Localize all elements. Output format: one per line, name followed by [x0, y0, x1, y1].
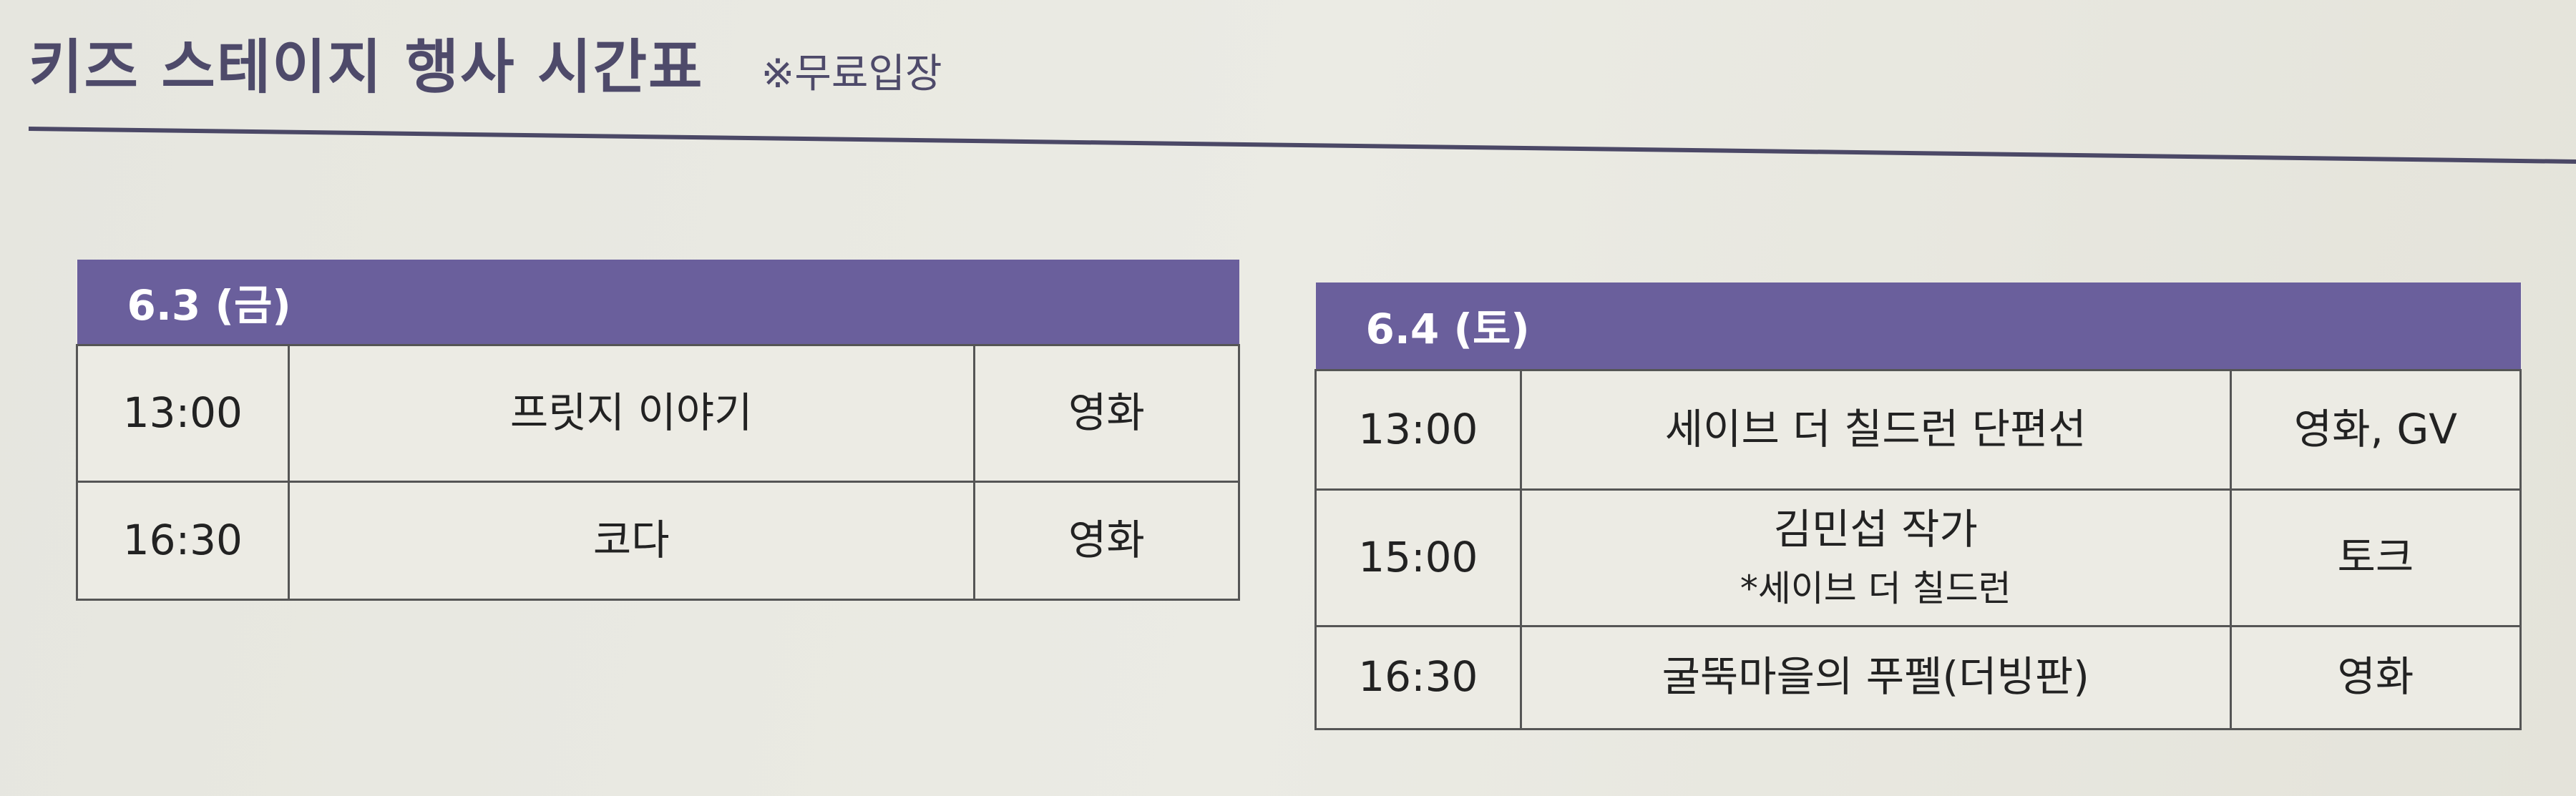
- time-cell: 13:00: [76, 343, 290, 483]
- table-row: 16:30 굴뚝마을의 푸펠(더빙판) 영화: [1314, 624, 2522, 730]
- program-cell: 김민섭 작가 *세이브 더 칠드런: [1519, 488, 2232, 627]
- program-note: *세이브 더 칠드런: [1740, 568, 2011, 610]
- page-title: 키즈 스테이지 행사 시간표: [29, 34, 704, 102]
- type-cell: 영화, GV: [2229, 368, 2522, 491]
- date-header: 6.4 (토): [1315, 282, 2521, 370]
- type-cell: 영화: [2229, 624, 2522, 730]
- type-cell: 토크: [2229, 488, 2522, 627]
- program-title: 김민섭 작가: [1773, 504, 1978, 554]
- type-cell: 영화: [972, 343, 1241, 483]
- time-cell: 15:00: [1314, 488, 1522, 627]
- table-row: 16:30 코다 영화: [76, 480, 1241, 601]
- date-header: 6.3 (금): [77, 260, 1239, 345]
- program-cell: 굴뚝마을의 푸펠(더빙판): [1519, 624, 2232, 730]
- program-cell: 코다: [287, 480, 975, 601]
- program-cell: 프릿지 이야기: [287, 343, 975, 483]
- time-cell: 16:30: [76, 480, 290, 601]
- table-row: 15:00 김민섭 작가 *세이브 더 칠드런 토크: [1314, 488, 2522, 627]
- time-cell: 13:00: [1314, 368, 1522, 491]
- title-row: 키즈 스테이지 행사 시간표 ※무료입장: [29, 34, 942, 102]
- schedule-table-day1: 6.3 (금) 13:00 프릿지 이야기 영화 16:30 코다 영화: [76, 260, 1241, 601]
- program-cell: 세이브 더 칠드런 단편선: [1519, 368, 2232, 491]
- type-cell: 영화: [972, 480, 1241, 601]
- table-row: 13:00 세이브 더 칠드런 단편선 영화, GV: [1314, 368, 2522, 491]
- free-admission-note: ※무료입장: [761, 51, 942, 97]
- time-cell: 16:30: [1314, 624, 1522, 730]
- title-divider: [28, 127, 2576, 164]
- table-row: 13:00 프릿지 이야기 영화: [76, 343, 1241, 483]
- schedule-table-day2: 6.4 (토) 13:00 세이브 더 칠드런 단편선 영화, GV 15:00…: [1314, 282, 2522, 730]
